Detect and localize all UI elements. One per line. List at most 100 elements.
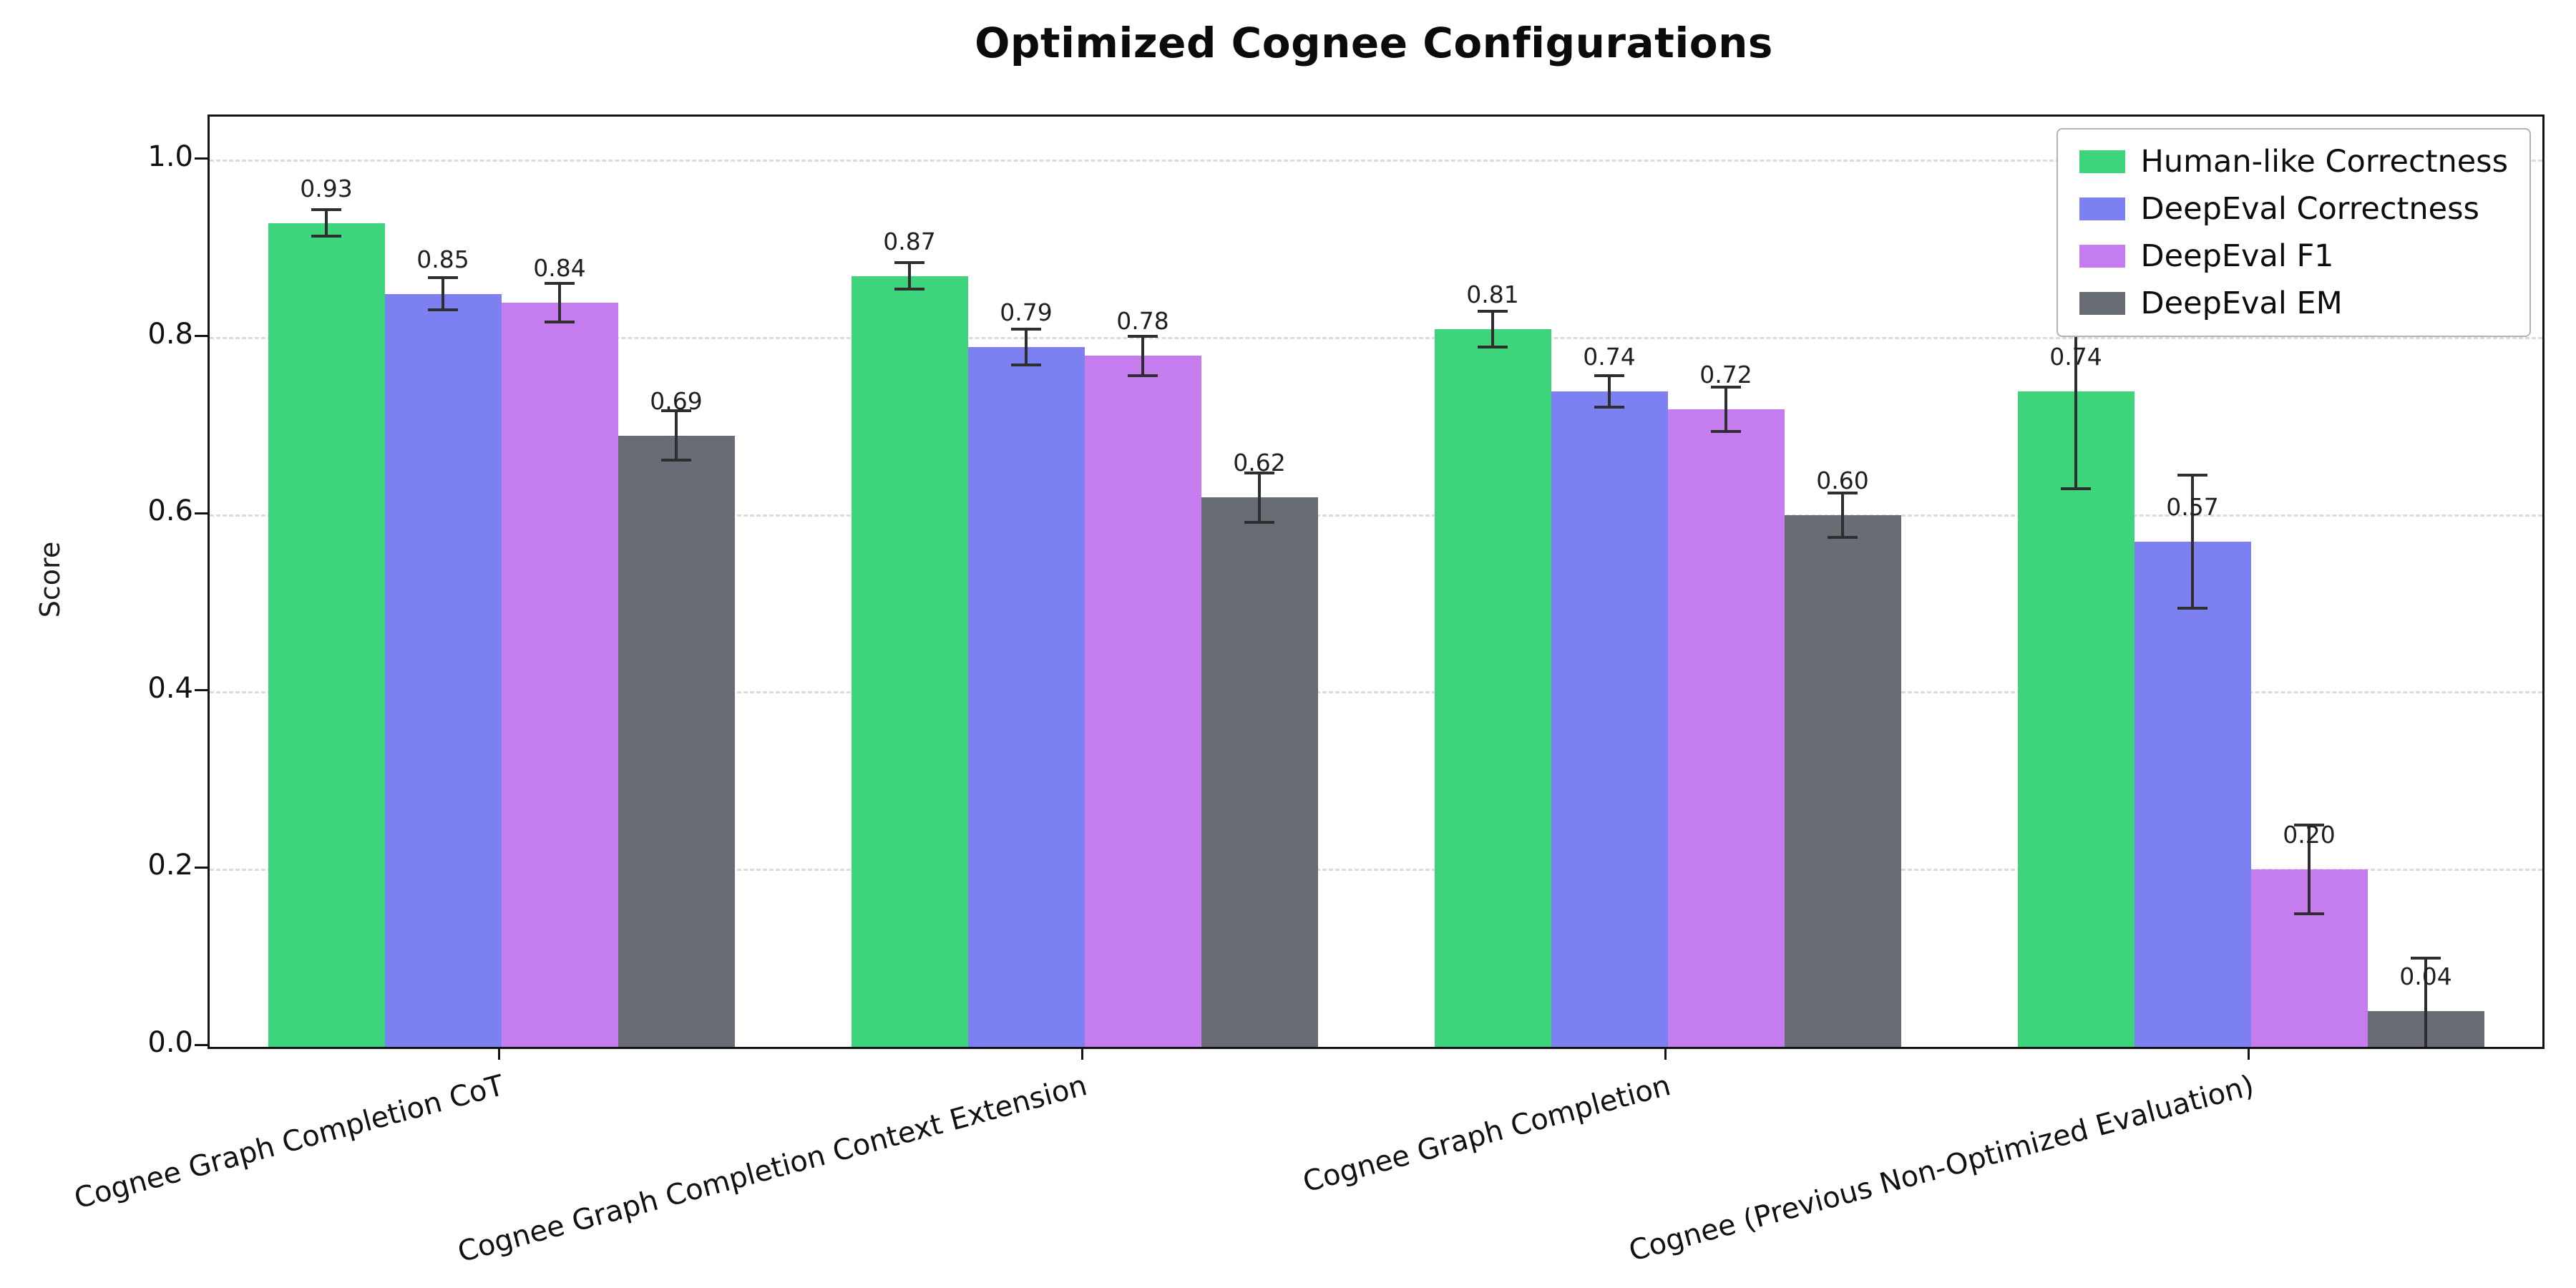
bar-value-label-3-3: 0.04 xyxy=(2399,962,2452,991)
error-cap-top-0-2 xyxy=(1478,310,1508,313)
legend-label-3: DeepEval EM xyxy=(2140,286,2343,321)
bar-3-2 xyxy=(1784,515,1901,1047)
y-axis-label: Score xyxy=(34,541,66,618)
error-cap-bottom-3-1 xyxy=(1244,521,1274,525)
error-cap-top-0-1 xyxy=(894,261,924,265)
y-tick-mark-0.2 xyxy=(195,866,208,869)
error-cap-bottom-1-1 xyxy=(1011,363,1041,366)
error-cap-bottom-1-0 xyxy=(428,308,458,311)
bar-value-label-0-0: 0.93 xyxy=(300,174,353,203)
y-tick-mark-0.4 xyxy=(195,689,208,692)
legend-swatch-3 xyxy=(2079,292,2125,315)
error-cap-bottom-2-2 xyxy=(1711,429,1741,433)
x-tick-mark-0 xyxy=(498,1047,500,1060)
error-bar-1-2 xyxy=(1608,375,1611,408)
error-cap-bottom-1-3 xyxy=(2177,607,2207,610)
x-tick-label-1: Cognee Graph Completion Context Extensio… xyxy=(454,1069,1091,1269)
error-cap-top-3-3 xyxy=(2411,957,2441,960)
error-bar-2-2 xyxy=(1724,386,1727,431)
legend-item-1: DeepEval Correctness xyxy=(2079,191,2508,227)
chart-title: Optimized Cognee Configurations xyxy=(975,19,1773,67)
error-cap-top-2-1 xyxy=(1128,335,1158,338)
bar-value-label-3-0: 0.69 xyxy=(650,386,703,415)
error-bar-1-1 xyxy=(1025,329,1028,365)
error-cap-bottom-0-1 xyxy=(894,288,924,291)
bar-0-1 xyxy=(851,275,968,1047)
error-bar-3-2 xyxy=(1841,493,1844,538)
y-tick-label-0.4: 0.4 xyxy=(147,671,193,705)
bar-value-label-2-0: 0.84 xyxy=(533,254,586,282)
legend-item-0: Human-like Correctness xyxy=(2079,144,2508,180)
error-cap-top-2-3 xyxy=(2294,824,2324,827)
gridline-y-0.8 xyxy=(210,337,2542,340)
bar-0-3 xyxy=(2017,391,2135,1047)
x-tick-mark-3 xyxy=(2248,1047,2250,1060)
error-cap-top-2-0 xyxy=(545,281,575,285)
bar-0-0 xyxy=(268,223,385,1047)
legend-label-1: DeepEval Correctness xyxy=(2140,191,2479,227)
bar-value-label-2-1: 0.78 xyxy=(1116,307,1169,336)
error-bar-1-3 xyxy=(2191,475,2194,609)
error-cap-bottom-3-2 xyxy=(1828,536,1858,540)
x-tick-label-3: Cognee (Previous Non-Optimized Evaluatio… xyxy=(1625,1069,2258,1268)
legend-swatch-0 xyxy=(2079,150,2125,173)
bar-value-label-3-2: 0.60 xyxy=(1816,467,1869,495)
bar-value-label-3-1: 0.62 xyxy=(1233,449,1286,477)
bar-value-label-0-3: 0.74 xyxy=(2049,342,2102,371)
legend-label-2: DeepEval F1 xyxy=(2140,238,2334,274)
bar-0-2 xyxy=(1434,329,1551,1047)
error-cap-top-1-0 xyxy=(428,276,458,280)
bar-value-label-0-1: 0.87 xyxy=(883,227,936,255)
bar-value-label-2-3: 0.20 xyxy=(2283,821,2336,849)
error-cap-top-0-0 xyxy=(311,208,341,211)
bar-2-0 xyxy=(501,303,618,1047)
bar-2-2 xyxy=(1667,409,1785,1047)
error-cap-top-3-1 xyxy=(1244,471,1274,474)
error-cap-bottom-2-3 xyxy=(2294,912,2324,916)
y-tick-label-0.0: 0.0 xyxy=(147,1026,193,1059)
legend: Human-like Correctness DeepEval Correctne… xyxy=(2056,128,2531,337)
x-tick-mark-2 xyxy=(1664,1047,1667,1060)
error-cap-top-3-2 xyxy=(1828,492,1858,495)
y-tick-label-1.0: 1.0 xyxy=(147,140,193,173)
bar-3-1 xyxy=(1201,497,1318,1047)
error-bar-3-3 xyxy=(2424,958,2427,1047)
error-bar-1-0 xyxy=(441,278,444,310)
x-tick-mark-1 xyxy=(1081,1047,1083,1060)
bar-1-2 xyxy=(1551,391,1668,1047)
y-tick-label-0.8: 0.8 xyxy=(147,317,193,351)
error-cap-bottom-0-2 xyxy=(1478,345,1508,348)
legend-item-2: DeepEval F1 xyxy=(2079,238,2508,274)
bar-1-0 xyxy=(384,293,502,1047)
error-cap-top-2-2 xyxy=(1711,385,1741,389)
error-cap-bottom-1-2 xyxy=(1594,406,1624,409)
error-cap-bottom-0-0 xyxy=(311,235,341,238)
error-bar-0-2 xyxy=(1491,311,1494,347)
bar-value-label-1-0: 0.85 xyxy=(416,245,469,273)
gridline-y-0.2 xyxy=(210,868,2542,871)
plot-area: Human-like Correctness DeepEval Correctne… xyxy=(208,114,2545,1049)
bar-1-3 xyxy=(2134,542,2251,1047)
legend-label-0: Human-like Correctness xyxy=(2140,144,2508,180)
error-bar-0-3 xyxy=(2074,293,2077,489)
y-tick-mark-0.6 xyxy=(195,512,208,514)
error-bar-0-1 xyxy=(908,263,911,290)
error-cap-bottom-3-0 xyxy=(661,459,691,462)
bar-value-label-0-2: 0.81 xyxy=(1466,280,1519,309)
error-cap-top-1-3 xyxy=(2177,474,2207,477)
y-tick-mark-0.0 xyxy=(195,1043,208,1046)
error-bar-2-0 xyxy=(558,283,561,323)
error-bar-3-1 xyxy=(1258,472,1261,523)
error-bar-0-0 xyxy=(325,210,328,237)
legend-swatch-2 xyxy=(2079,245,2125,268)
error-cap-top-3-0 xyxy=(661,409,691,413)
x-tick-label-2: Cognee Graph Completion xyxy=(1299,1069,1674,1199)
gridline-y-0.6 xyxy=(210,514,2542,517)
error-cap-top-1-1 xyxy=(1011,328,1041,331)
bar-3-0 xyxy=(618,435,735,1047)
bar-1-1 xyxy=(967,346,1085,1047)
bar-value-label-1-1: 0.79 xyxy=(1000,298,1053,326)
error-cap-bottom-0-3 xyxy=(2061,487,2091,490)
y-tick-mark-1.0 xyxy=(195,157,208,160)
